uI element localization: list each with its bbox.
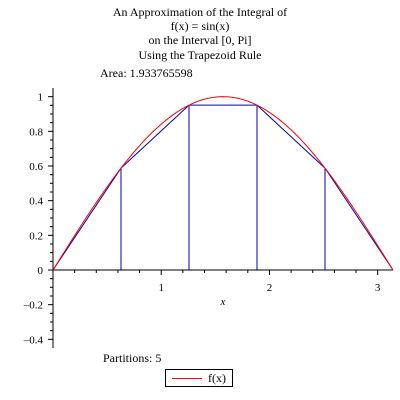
chart-title: An Approximation of the Integral off(x) … xyxy=(113,5,287,62)
legend-label-fx: f(x) xyxy=(208,371,226,385)
legend-swatch-fx xyxy=(172,378,202,379)
legend: f(x) xyxy=(165,369,233,387)
y-tick-label-2: 0 xyxy=(38,265,44,277)
partitions-label: Partitions: 5 xyxy=(103,351,161,365)
x-tick-label-1: 2 xyxy=(267,282,273,294)
plot-area: –0.4 –0.2 0 0.2 0.4 0.6 0.8 1 1 2 3 x xyxy=(23,88,394,348)
title-line-0: An Approximation of the Integral of xyxy=(113,5,287,19)
title-line-3: Using the Trapezoid Rule xyxy=(139,48,262,62)
x-tick-label-0: 1 xyxy=(158,282,164,294)
y-tick-label-0: –0.4 xyxy=(23,334,44,346)
trapezoid-top-4 xyxy=(324,167,394,271)
trapezoid-top-3 xyxy=(256,104,326,169)
trapezoid-top-0 xyxy=(52,167,122,271)
title-line-1: f(x) = sin(x) xyxy=(171,19,230,33)
y-tick-label-7: 1 xyxy=(38,92,44,104)
x-tick-label-2: 3 xyxy=(375,282,381,294)
x-axis-label: x xyxy=(219,296,225,308)
y-tick-label-6: 0.8 xyxy=(29,126,43,138)
title-line-2: on the Interval [0, Pi] xyxy=(149,33,252,47)
y-tick-label-5: 0.6 xyxy=(29,161,43,173)
y-tick-label-1: –0.2 xyxy=(23,300,43,312)
area-label: Area: 1.933765598 xyxy=(100,66,193,80)
y-tick-label-4: 0.4 xyxy=(29,196,43,208)
series-fx-line xyxy=(52,96,394,271)
trapezoid-top-1 xyxy=(120,104,190,169)
y-tick-label-3: 0.2 xyxy=(29,230,43,242)
